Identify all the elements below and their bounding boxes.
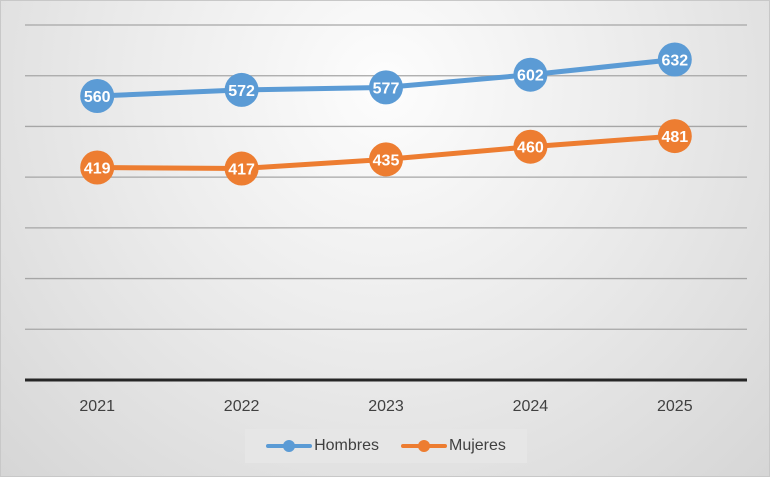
data-point-marker[interactable] xyxy=(513,129,548,164)
data-label: 481 xyxy=(661,129,688,146)
legend-label: Hombres xyxy=(314,437,379,454)
data-label: 632 xyxy=(661,52,688,69)
data-label: 560 xyxy=(84,89,111,106)
data-label: 435 xyxy=(373,152,400,169)
data-point-marker[interactable] xyxy=(80,79,115,113)
data-point-marker[interactable] xyxy=(513,57,548,92)
series-mujeres: 419 417 435 460 481 xyxy=(80,119,692,186)
data-label: 419 xyxy=(84,161,111,178)
data-point-marker[interactable] xyxy=(369,142,403,177)
data-label: 572 xyxy=(228,83,255,100)
x-tick-label: 2024 xyxy=(513,398,549,415)
series-hombres: 560 572 577 602 632 xyxy=(80,42,692,113)
data-point-marker[interactable] xyxy=(224,151,259,186)
x-tick-label: 2025 xyxy=(657,398,693,415)
data-label: 460 xyxy=(517,140,544,157)
legend-item-hombres[interactable]: Hombres xyxy=(266,437,379,455)
data-point-marker[interactable] xyxy=(80,150,115,185)
x-tick-label: 2023 xyxy=(368,398,404,415)
legend: Hombres Mujeres xyxy=(245,429,527,463)
data-point-marker[interactable] xyxy=(224,72,259,107)
data-label: 602 xyxy=(517,68,544,85)
x-tick-label: 2021 xyxy=(79,398,115,415)
legend-marker-hombres-icon xyxy=(266,440,313,452)
legend-item-mujeres[interactable]: Mujeres xyxy=(401,437,506,455)
x-tick-label: 2022 xyxy=(224,398,260,415)
data-label: 577 xyxy=(373,80,400,97)
data-point-marker[interactable] xyxy=(657,42,692,77)
data-label: 417 xyxy=(228,162,255,179)
data-point-marker[interactable] xyxy=(657,119,692,154)
data-point-marker[interactable] xyxy=(369,70,403,105)
legend-label: Mujeres xyxy=(449,437,506,454)
legend-marker-mujeres-icon xyxy=(401,440,447,452)
